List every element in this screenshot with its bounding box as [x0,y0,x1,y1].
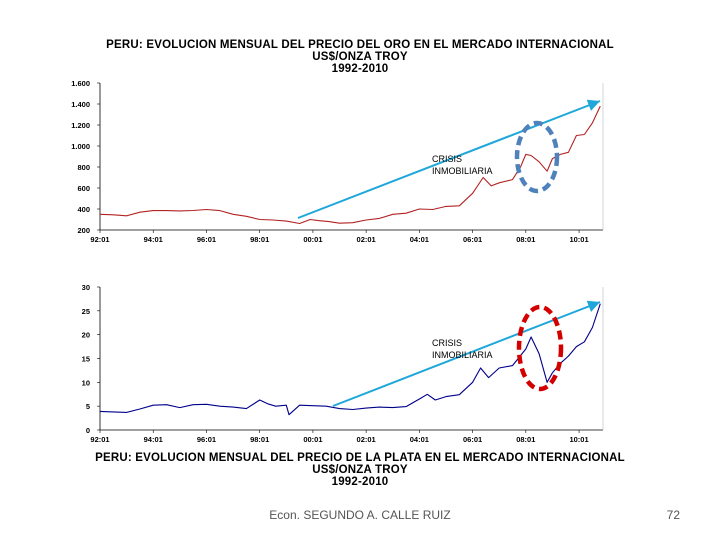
y-tick-label: 15 [82,355,90,364]
series-line-oro [99,105,601,225]
y-tick-label: 5 [86,402,90,411]
gold-title-line-3: 1992-2010 [331,63,389,75]
silver-chart-title: PERU: EVOLUCION MENSUAL DEL PRECIO DE LA… [0,452,720,488]
trend-arrow [297,99,601,219]
gold-title-line-2: US$/ONZA TROY [312,51,408,63]
silver-price-chart: 30 25 20 15 10 5 092:01 94:01 96:01 98:01 00:01 02:… [82,283,604,444]
crisis-highlight-ellipse [514,120,560,194]
x-tick-label: 96:01 [197,435,216,444]
crisis-label-line-1: CRISIS [432,154,462,164]
x-tick-label: 00:01 [303,235,322,244]
x-tick-label: 00:01 [303,435,322,444]
x-tick-label: 02:01 [357,435,376,444]
page-number: 72 [666,508,680,522]
x-tick-label: 10:01 [569,235,588,244]
crisis-label-line-2: INMOBILIARIA [432,166,493,176]
x-tick-label: 98:01 [250,435,269,444]
x-tick-label: 06:01 [463,235,482,244]
x-tick-label: 02:01 [357,235,376,244]
y-tick-label: 1.400 [71,100,90,109]
y-tick-label: 20 [82,331,90,340]
x-tick-label: 92:01 [90,235,109,244]
x-tick-label: 04:01 [410,235,429,244]
y-tick-label: 1.000 [71,142,90,151]
x-tick-label: 94:01 [144,435,163,444]
gold-chart-title: PERU: EVOLUCION MENSUAL DEL PRECIO DEL O… [0,39,720,75]
y-tick-label: 25 [82,307,90,316]
crisis-label-line-1: CRISIS [432,338,462,348]
y-tick-label: 1.200 [71,121,90,130]
y-tick-label: 600 [77,184,90,193]
y-tick-label: 30 [82,283,90,292]
x-tick-label: 98:01 [250,235,269,244]
y-tick-label: 800 [77,163,90,172]
silver-title-line-2: US$/ONZA TROY [312,464,408,476]
crisis-label-line-2: INMOBILIARIA [432,350,493,360]
crisis-highlight-ellipse [516,304,564,392]
silver-title-line-1: PERU: EVOLUCION MENSUAL DEL PRECIO DE LA… [95,452,625,464]
y-tick-label: 400 [77,205,90,214]
x-tick-label: 96:01 [197,235,216,244]
footer-author: Econ. SEGUNDO A. CALLE RUIZ [269,508,451,522]
y-tick-label: 1.600 [71,79,90,88]
x-tick-label: 08:01 [516,235,535,244]
y-tick-label: 0 [86,426,90,435]
gold-title-line-1: PERU: EVOLUCION MENSUAL DEL PRECIO DEL O… [106,39,614,51]
x-tick-label: 94:01 [144,235,163,244]
x-tick-label: 06:01 [463,435,482,444]
x-tick-label: 04:01 [410,435,429,444]
series-line-plata [99,303,601,416]
x-tick-label: 08:01 [516,435,535,444]
y-tick-label: 10 [82,378,90,387]
x-tick-label: 10:01 [569,435,588,444]
x-tick-label: 92:01 [90,435,109,444]
y-tick-label: 200 [77,226,90,235]
silver-title-line-3: 1992-2010 [331,476,389,488]
